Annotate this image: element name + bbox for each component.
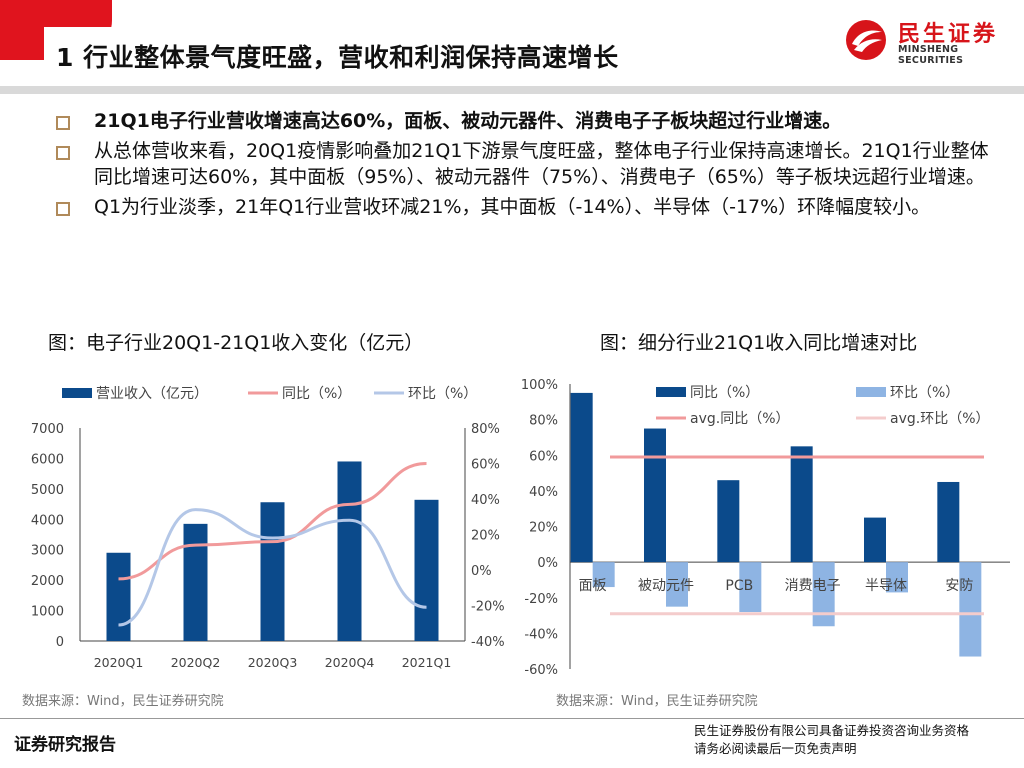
footer-disclaimer: 民生证券股份有限公司具备证券投资咨询业务资格 请务必阅读最后一页免责声明 (694, 722, 969, 758)
bullet-item: 从总体营收来看，20Q1疫情影响叠加21Q1下游景气度旺盛，整体电子行业保持高速… (50, 138, 990, 190)
qoq-bar (886, 562, 908, 593)
bullet-item: Q1为行业淡季，21年Q1行业营收环减21%，其中面板（-14%）、半导体（-1… (50, 194, 990, 220)
legend-swatch (856, 387, 886, 397)
revenue-bar (183, 523, 208, 641)
qoq-bar (812, 562, 835, 627)
y-right-tick-label: 0% (471, 564, 492, 579)
x-tick-label: 2020Q4 (325, 655, 375, 670)
yoy-bar (937, 481, 960, 563)
y-right-tick-label: -40% (471, 635, 505, 650)
y-tick-label: 0% (537, 556, 558, 571)
y-right-tick-label: 20% (471, 529, 500, 544)
y-tick-label: -20% (524, 592, 558, 607)
y-right-tick-label: 80% (471, 422, 500, 437)
legend-label: 同比（%） (690, 385, 759, 401)
qoq-bar (592, 562, 615, 588)
yoy-bar (570, 392, 593, 563)
bullet-square-icon (56, 202, 70, 216)
revenue-bar (106, 552, 131, 641)
yoy-bar (790, 446, 813, 563)
x-tick-label: 2021Q1 (402, 655, 452, 670)
yoy-bar (644, 428, 666, 563)
legend-label: 环比（%） (890, 385, 959, 401)
x-tick-label: PCB (725, 578, 753, 594)
y-tick-label: -60% (524, 663, 558, 678)
y-tick-label: -40% (524, 627, 558, 642)
yoy-bar (717, 480, 740, 563)
revenue-bar (337, 461, 362, 641)
bullet-text: 21Q1电子行业营收增速高达60%，面板、被动元器件、消费电子子板块超过行业增速… (94, 110, 842, 132)
footer-disclaimer-note: 请务必阅读最后一页免责声明 (694, 741, 857, 756)
right-chart-caption: 图：细分行业21Q1收入同比增速对比 (600, 332, 918, 354)
qoq-bar (739, 562, 762, 612)
y-right-tick-label: -20% (471, 600, 505, 615)
yoy-bar (864, 517, 886, 563)
company-logo (846, 20, 886, 60)
legend-label: avg.环比（%） (890, 411, 990, 427)
y-left-tick-label: 3000 (31, 544, 64, 559)
y-left-tick-label: 1000 (31, 605, 64, 620)
qoq-bar (666, 562, 688, 607)
bullet-text: Q1为行业淡季，21年Q1行业营收环减21%，其中面板（-14%）、半导体（-1… (94, 196, 931, 218)
header-divider (0, 86, 1024, 94)
legend-label: 同比（%） (282, 386, 351, 402)
x-tick-label: 2020Q3 (248, 655, 298, 670)
y-tick-label: 60% (529, 449, 558, 464)
revenue-chart: 0 1000 2000 3000 4000 5000 6000 7000 -40% -20% 0% 2… (31, 386, 505, 670)
y-left-tick-label: 6000 (31, 452, 64, 467)
legend-label: avg.同比（%） (690, 411, 790, 427)
bullet-item: 21Q1电子行业营收增速高达60%，面板、被动元器件、消费电子子板块超过行业增速… (50, 108, 990, 134)
footer-qualification: 民生证券股份有限公司具备证券投资咨询业务资格 (694, 723, 970, 738)
x-tick-label: 安防 (945, 578, 973, 594)
bullet-list: 21Q1电子行业营收增速高达60%，面板、被动元器件、消费电子子板块超过行业增速… (50, 108, 990, 224)
bullet-square-icon (56, 146, 70, 160)
y-tick-label: 20% (529, 521, 558, 536)
y-left-tick-label: 5000 (31, 483, 64, 498)
x-tick-label: 面板 (579, 578, 607, 594)
legend-swatch (656, 387, 686, 397)
title-bar (44, 27, 804, 75)
x-tick-label: 消费电子 (785, 578, 841, 594)
qoq-bar (959, 562, 982, 657)
legend-label: 营业收入（亿元） (96, 386, 208, 402)
y-left-tick-label: 2000 (31, 574, 64, 589)
revenue-bar (414, 499, 439, 641)
right-source-note: 数据来源：Wind，民生证券研究院 (556, 694, 758, 709)
x-tick-label: 被动元件 (638, 578, 694, 594)
legend-swatch (62, 388, 92, 398)
logo-text-en: MINSHENG SECURITIES (898, 44, 964, 66)
page-title: 1 行业整体景气度旺盛，营收和利润保持高速增长 (56, 43, 619, 72)
x-tick-label: 2020Q2 (171, 655, 221, 670)
bullet-text: 从总体营收来看，20Q1疫情影响叠加21Q1下游景气度旺盛，整体电子行业保持高速… (94, 140, 989, 188)
y-tick-label: 100% (521, 378, 558, 393)
y-right-tick-label: 40% (471, 493, 500, 508)
y-tick-label: 40% (529, 485, 558, 500)
left-chart-caption: 图：电子行业20Q1-21Q1收入变化（亿元） (48, 332, 424, 354)
yoy-line (118, 462, 427, 581)
bullet-square-icon (56, 116, 70, 130)
growth-chart: -60% -40% -20% 0% 20% 40% 60% 80% 100% 面板 被动元件 PCB 消… (521, 378, 1010, 678)
y-right-tick-label: 60% (471, 458, 500, 473)
y-left-tick-label: 4000 (31, 513, 64, 528)
revenue-bar (260, 502, 285, 641)
y-left-tick-label: 7000 (31, 422, 64, 437)
footer-report-label: 证券研究报告 (14, 735, 116, 755)
footer-divider (0, 718, 1024, 719)
x-tick-label: 半导体 (865, 578, 907, 594)
qoq-line (118, 508, 427, 627)
y-left-tick-label: 0 (56, 635, 64, 650)
logo-text-cn: 民生证券 (898, 22, 999, 47)
left-source-note: 数据来源：Wind，民生证券研究院 (22, 694, 224, 709)
y-tick-label: 80% (529, 414, 558, 429)
x-tick-label: 2020Q1 (94, 655, 144, 670)
legend-label: 环比（%） (408, 386, 477, 402)
